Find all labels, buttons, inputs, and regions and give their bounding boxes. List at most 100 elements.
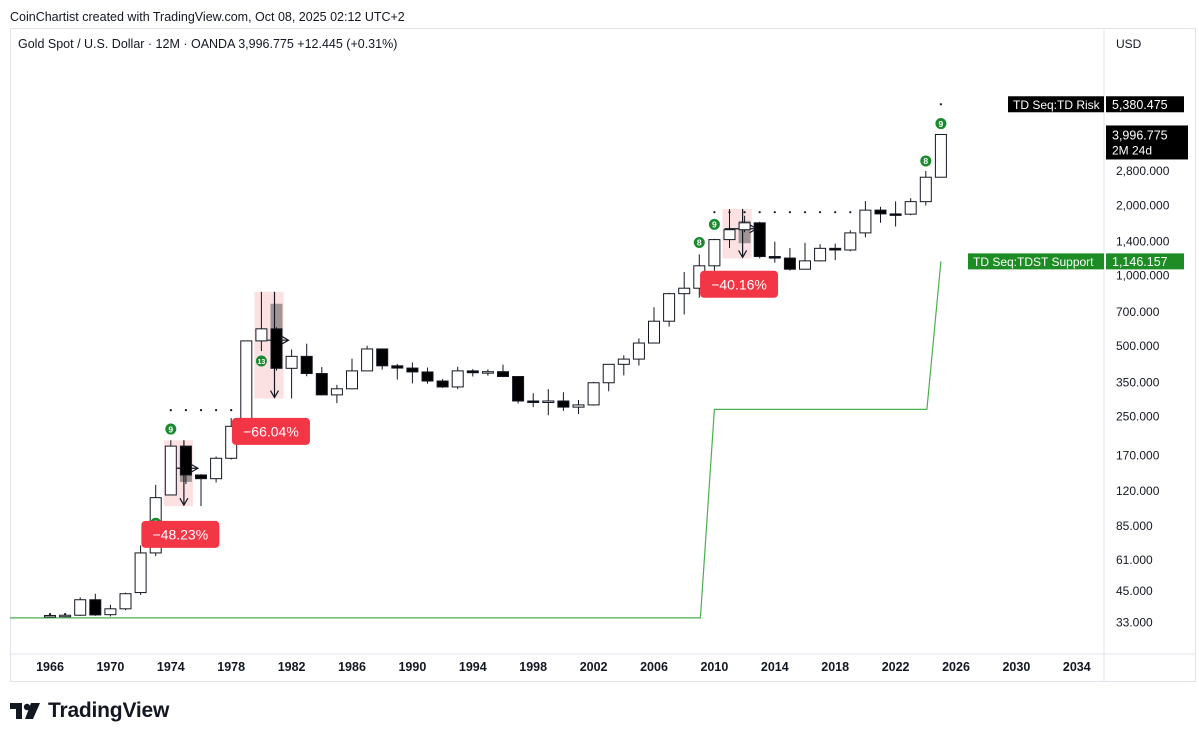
drawdown-arrowhead xyxy=(269,390,280,399)
chart-credit: CoinChartist created with TradingView.co… xyxy=(10,10,405,24)
td-count-badge xyxy=(935,118,947,130)
td-count-label: 8 xyxy=(697,238,702,248)
drawdown-label-bg xyxy=(141,520,220,548)
y-tick-label: 1,000.000 xyxy=(1116,269,1170,283)
candle-body xyxy=(617,358,630,365)
candle-body xyxy=(300,355,313,375)
candle-body xyxy=(406,367,419,373)
candle-body xyxy=(119,593,132,610)
support-title-bg xyxy=(968,253,1104,270)
candle-body xyxy=(799,260,811,270)
resistance-dot xyxy=(803,211,807,214)
x-tick-label: 2030 xyxy=(1002,660,1030,674)
chart-frame xyxy=(10,28,1196,682)
currency-label: USD xyxy=(1116,37,1142,51)
candle-body xyxy=(542,400,555,403)
candle-body xyxy=(663,293,676,322)
td-count-badge xyxy=(693,237,705,249)
symbol-line: Gold Spot / U.S. Dollar · 12M · OANDA 3,… xyxy=(18,37,398,51)
candle-body xyxy=(829,247,842,251)
y-tick-label: 120.000 xyxy=(1116,484,1160,498)
candle-body xyxy=(330,388,343,396)
candle-body xyxy=(270,328,283,369)
candle-body xyxy=(723,229,736,241)
td-count-badge xyxy=(255,355,267,367)
candle-body xyxy=(889,213,902,216)
x-tick-label: 2034 xyxy=(1063,660,1091,674)
resistance-dot xyxy=(773,211,776,214)
candle-body xyxy=(255,328,268,342)
y-tick-label: 45.000 xyxy=(1116,584,1153,598)
drawdown-label: −40.16% xyxy=(711,276,767,292)
candle-body xyxy=(557,400,570,408)
x-tick-label: 1978 xyxy=(217,660,245,674)
candle-body xyxy=(44,615,56,618)
candle-body xyxy=(859,209,872,234)
candle-body xyxy=(602,363,615,384)
resistance-dot xyxy=(743,211,746,214)
y-tick-label: 2,000.000 xyxy=(1116,198,1170,212)
x-tick-label: 1982 xyxy=(278,660,306,674)
candle-body xyxy=(210,457,223,480)
x-tick-label: 2014 xyxy=(761,660,789,674)
drawdown-label: −48.23% xyxy=(153,526,209,542)
support-value-bg xyxy=(1106,253,1184,270)
candle-body xyxy=(59,614,72,618)
risk-value: 5,380.475 xyxy=(1112,98,1168,112)
y-tick-label: 2,800.000 xyxy=(1116,164,1170,178)
candle-body xyxy=(708,239,721,267)
support-title: TD Seq:TDST Support xyxy=(973,255,1094,269)
candle-body xyxy=(934,133,947,178)
candle-body xyxy=(74,599,87,616)
td-count-label: 9 xyxy=(712,220,717,230)
resistance-dot xyxy=(199,409,203,412)
tradingview-logo-text: TradingView xyxy=(48,699,170,722)
drawdown-arrowhead xyxy=(179,497,189,507)
drawdown-arrowhead xyxy=(738,250,748,259)
resistance-dot xyxy=(849,211,852,214)
support-value: 1,146.157 xyxy=(1112,255,1168,269)
x-tick-label: 1970 xyxy=(96,660,124,674)
resistance-dot xyxy=(788,211,792,214)
candle-body xyxy=(89,599,102,616)
last-price-value: 3,996.775 xyxy=(1112,128,1168,142)
candle-body xyxy=(466,370,479,374)
td-count-label: 8 xyxy=(923,156,928,166)
candle-body xyxy=(195,474,207,480)
td-count-label: 9 xyxy=(168,424,173,434)
candle-body xyxy=(497,371,509,378)
x-tick-label: 1966 xyxy=(36,660,64,674)
td-count-badge xyxy=(920,155,932,167)
candle-body xyxy=(240,340,253,427)
risk-value-bg xyxy=(1106,96,1184,113)
td-count-badge xyxy=(165,423,177,435)
grid-layer xyxy=(10,28,1196,681)
candle-body xyxy=(421,371,434,382)
y-tick-label: 700.000 xyxy=(1116,305,1160,319)
candle-body xyxy=(315,373,328,396)
resistance-dot xyxy=(169,409,172,412)
x-tick-label: 1998 xyxy=(519,660,547,674)
y-axis: USD 33.000 45.000 61.000 85.000 120.000 170.00… xyxy=(1116,37,1170,629)
candle-body xyxy=(436,380,449,388)
candle-body xyxy=(179,445,192,476)
candle-body xyxy=(919,176,932,203)
x-tick-label: 1986 xyxy=(338,660,366,674)
candle-body xyxy=(783,257,796,270)
tradingview-logo[interactable]: TradingView xyxy=(10,699,169,723)
candle-body xyxy=(361,348,374,372)
candle-body xyxy=(104,608,117,616)
candle-body xyxy=(391,365,404,369)
resistance-dot xyxy=(184,409,187,412)
candle-body xyxy=(678,287,691,295)
resistance-dot xyxy=(48,612,52,616)
candle-body xyxy=(512,376,525,402)
candle-body xyxy=(376,348,389,367)
candle-body xyxy=(481,371,494,374)
y-tick-label: 33.000 xyxy=(1116,615,1153,629)
x-tick-label: 1994 xyxy=(459,660,487,674)
resistance-dot xyxy=(64,612,67,616)
candle-body xyxy=(572,404,585,408)
